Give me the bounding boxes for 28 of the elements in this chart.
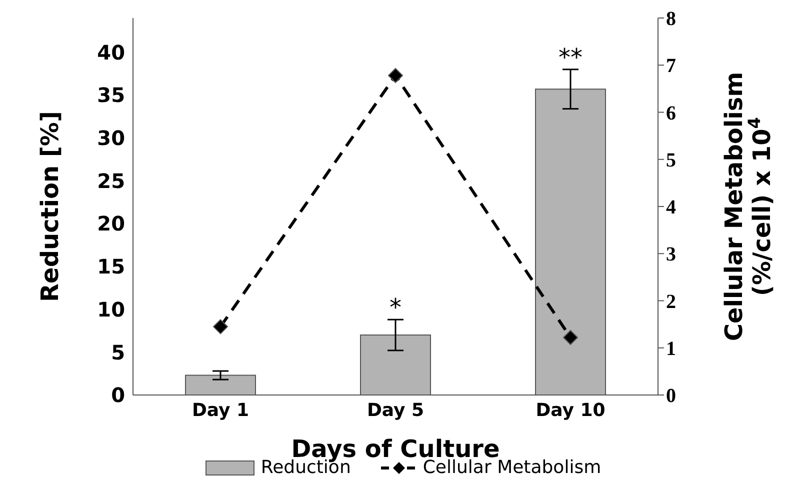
annotation: * bbox=[390, 294, 402, 322]
y-tick-label: 15 bbox=[97, 254, 125, 279]
y-tick-label: 40 bbox=[97, 40, 125, 64]
annotation: ** bbox=[558, 43, 582, 72]
point bbox=[213, 319, 228, 334]
y2-tick-label: 6 bbox=[666, 102, 676, 124]
y2-tick-label: 8 bbox=[666, 8, 676, 30]
legend-label: Cellular Metabolism bbox=[422, 457, 602, 478]
y2-tick-label: 2 bbox=[666, 290, 676, 313]
y-tick-label: 0 bbox=[111, 383, 125, 408]
y-axis-title: Reduction [%] bbox=[36, 111, 64, 302]
point bbox=[563, 330, 578, 346]
y-tick-label: 10 bbox=[97, 297, 125, 322]
y-tick-label: 20 bbox=[97, 212, 125, 236]
x-tick-label: Day 10 bbox=[536, 400, 606, 421]
y-tick-label: 30 bbox=[97, 126, 125, 150]
y2-tick-label: 1 bbox=[666, 338, 676, 360]
y2-tick-label: 7 bbox=[666, 55, 676, 78]
y-tick-label: 5 bbox=[111, 340, 125, 364]
point bbox=[388, 68, 403, 83]
y2-tick-label: 4 bbox=[666, 196, 676, 219]
x-tick-label: Day 5 bbox=[366, 400, 424, 421]
y-tick-label: 35 bbox=[97, 83, 125, 108]
y2-tick-label: 5 bbox=[666, 149, 676, 172]
y2-tick-label: 0 bbox=[666, 385, 676, 408]
y-tick-label: 25 bbox=[97, 168, 125, 193]
x-tick-label: Day 1 bbox=[192, 400, 250, 421]
y2-tick-label: 3 bbox=[666, 244, 676, 266]
